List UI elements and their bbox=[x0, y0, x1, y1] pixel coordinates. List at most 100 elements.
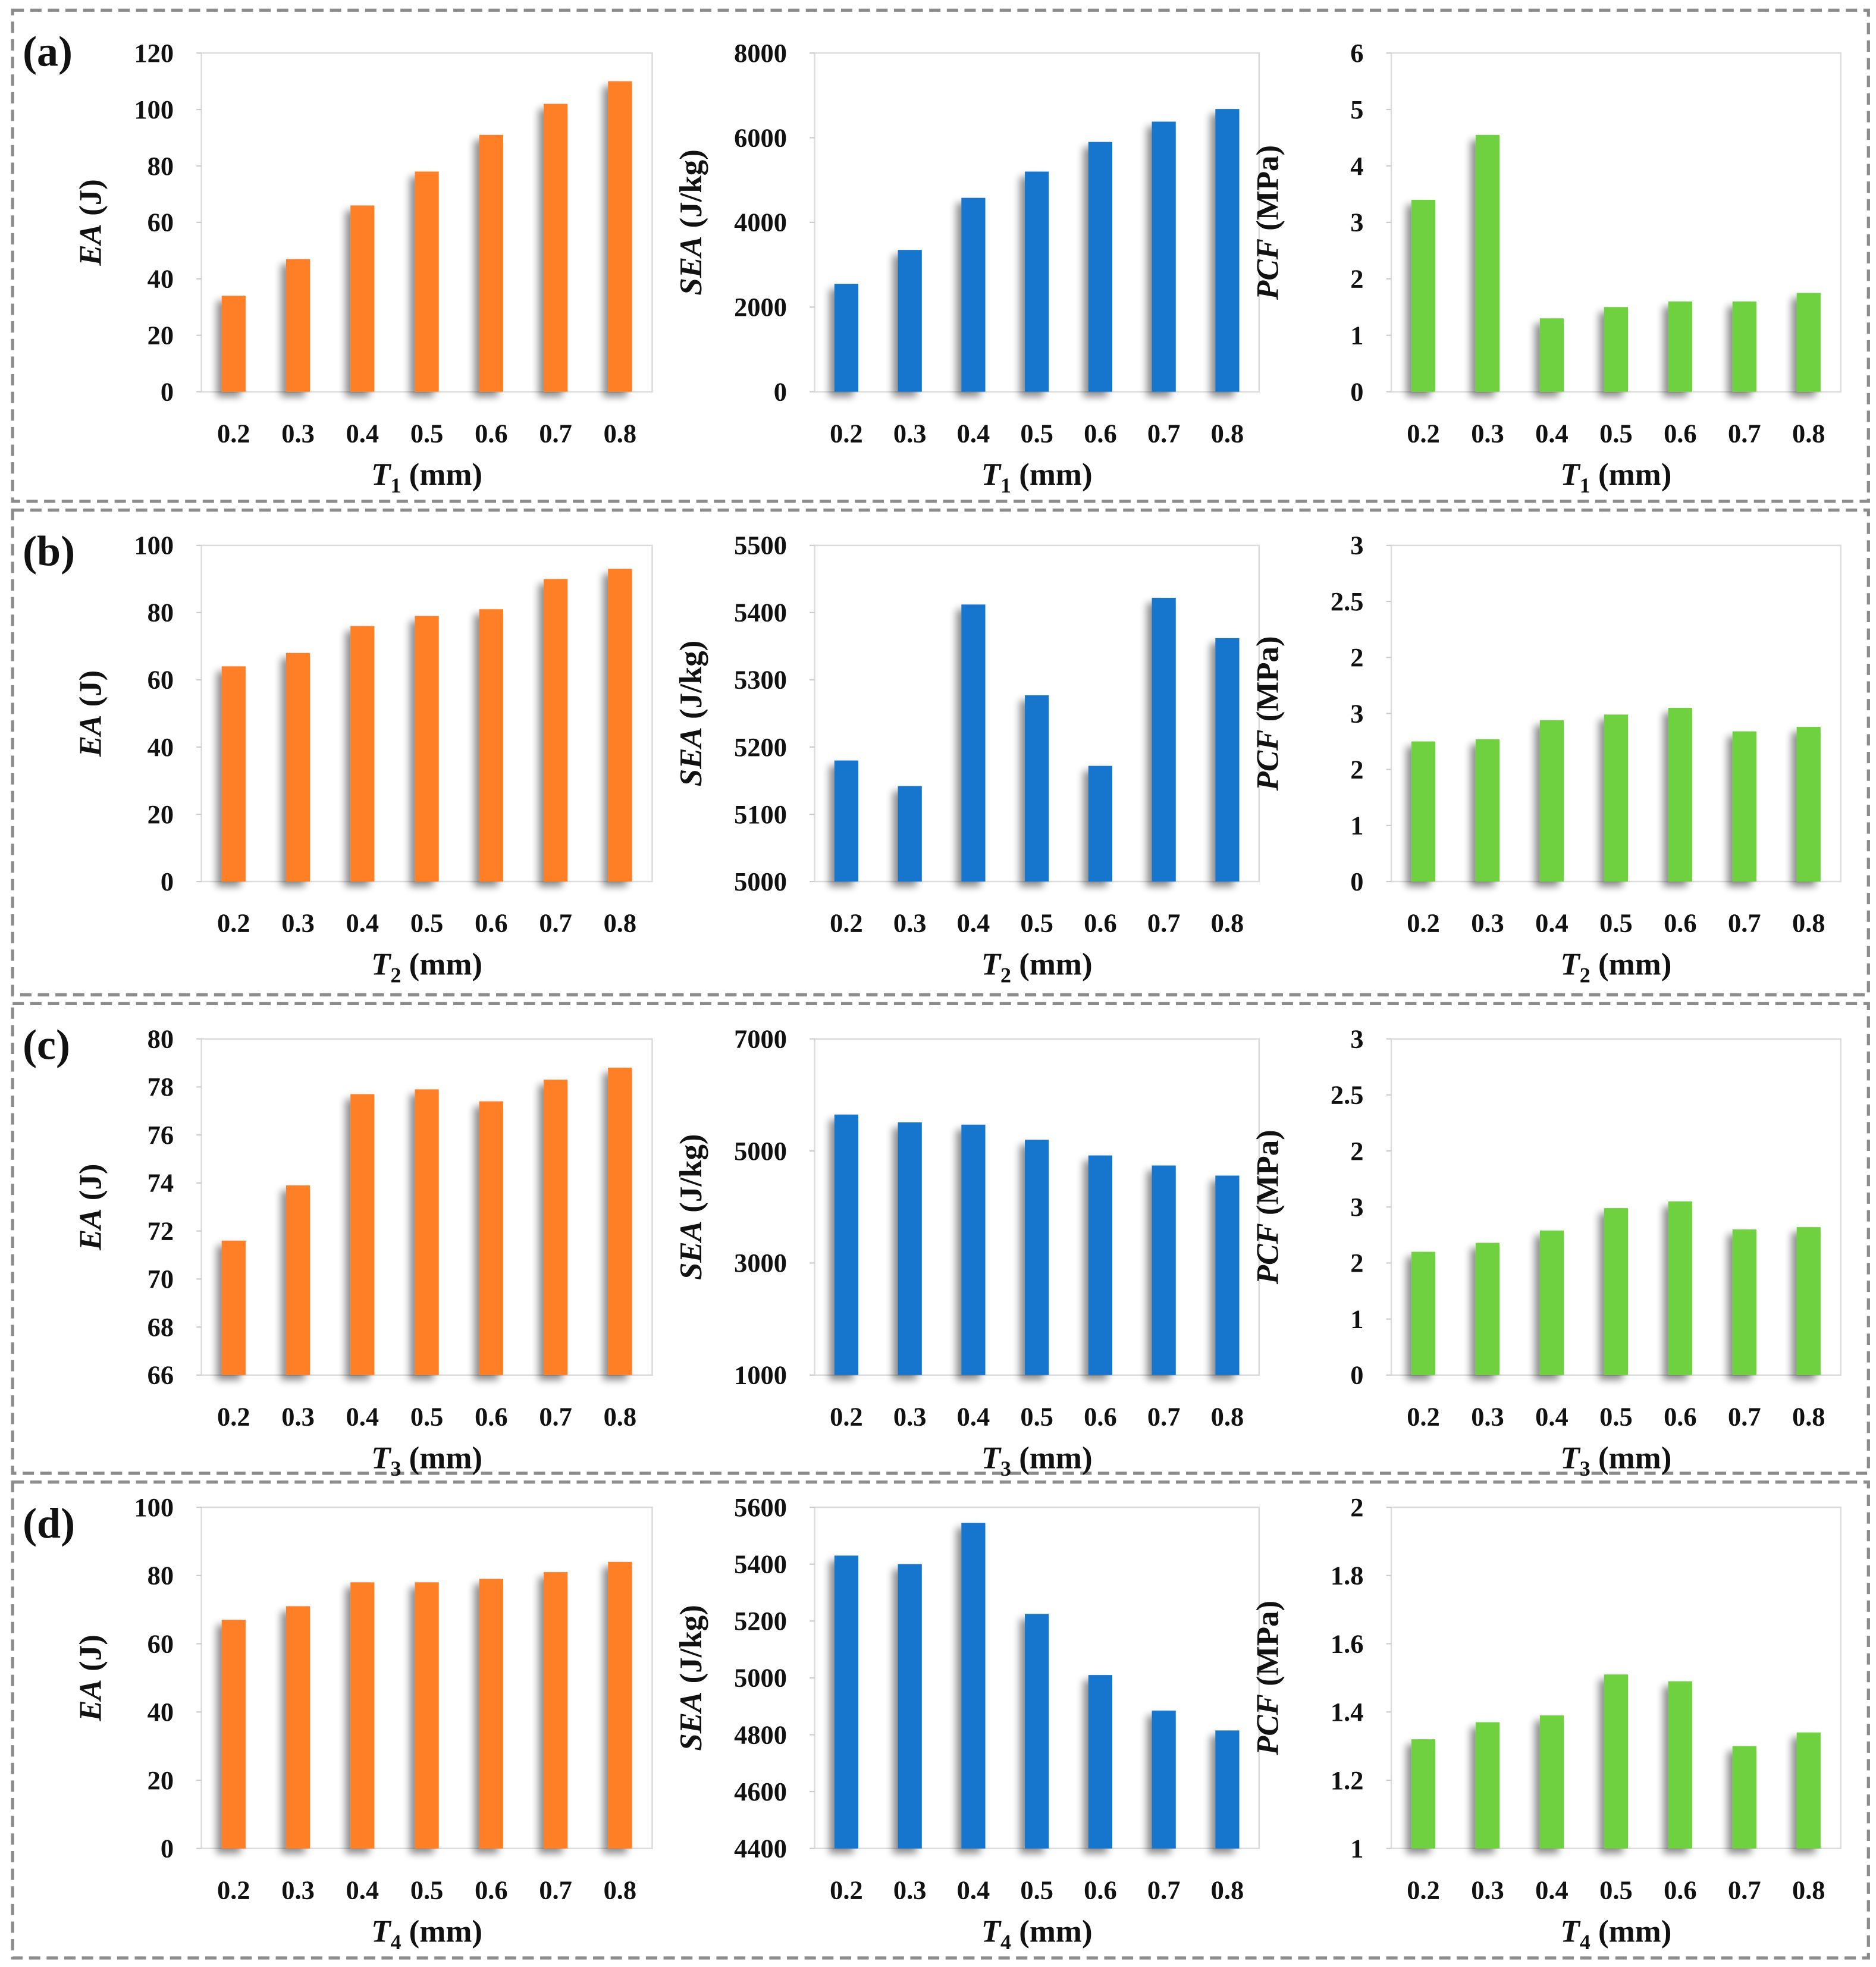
x-tick-label: 0.2 bbox=[830, 418, 863, 448]
bar-0.6 bbox=[1668, 1681, 1692, 1849]
y-tick-label: 1 bbox=[1350, 1834, 1363, 1864]
x-tick-label: 0.3 bbox=[281, 418, 315, 448]
x-tick-label: 0.4 bbox=[1535, 908, 1568, 938]
x-tick-label: 0.8 bbox=[604, 908, 637, 938]
x-axis-subscript: 1 bbox=[1000, 473, 1011, 497]
bar-0.2 bbox=[1411, 1251, 1436, 1375]
bar-0.2 bbox=[221, 1240, 246, 1375]
bar-0.2 bbox=[834, 284, 859, 392]
y-tick-label: 20 bbox=[148, 1765, 174, 1795]
y-tick-label: 5 bbox=[1350, 95, 1363, 124]
bar-0.8 bbox=[1796, 1732, 1821, 1849]
bar-0.8 bbox=[1796, 293, 1821, 392]
x-axis-subscript: 1 bbox=[1580, 473, 1590, 497]
x-tick-label: 0.5 bbox=[1599, 1875, 1633, 1905]
bar-0.5 bbox=[1025, 1140, 1049, 1375]
x-tick-label: 0.7 bbox=[1728, 1875, 1761, 1905]
bar-0.6 bbox=[1088, 766, 1113, 882]
bar-0.4 bbox=[961, 197, 986, 392]
y-tick-label: 78 bbox=[148, 1072, 174, 1102]
x-tick-label: 0.4 bbox=[1535, 1875, 1568, 1905]
y-axis-var: SEA bbox=[674, 727, 708, 786]
x-axis-subscript: 4 bbox=[390, 1930, 401, 1954]
y-axis-unit: (J) bbox=[73, 179, 108, 224]
y-tick-label: 100 bbox=[134, 95, 174, 124]
x-tick-label: 0.3 bbox=[1471, 418, 1504, 448]
x-tick-label: 0.2 bbox=[830, 1401, 863, 1431]
bar-0.5 bbox=[415, 1089, 439, 1375]
y-tick-label: 3000 bbox=[734, 1248, 787, 1278]
x-axis-label: T4 (mm) bbox=[371, 1914, 482, 1954]
y-tick-label: 4800 bbox=[734, 1720, 787, 1749]
x-axis-var: T bbox=[371, 1441, 392, 1475]
bar-0.6 bbox=[479, 1101, 503, 1375]
x-tick-label: 0.6 bbox=[1664, 908, 1697, 938]
panel-letter: (a) bbox=[23, 27, 73, 75]
y-axis-unit: (MPa) bbox=[1251, 636, 1285, 729]
y-tick-label: 3 bbox=[1350, 1024, 1363, 1053]
x-tick-label: 0.4 bbox=[957, 908, 990, 938]
x-tick-label: 0.2 bbox=[830, 908, 863, 938]
y-tick-label: 5400 bbox=[734, 1549, 787, 1579]
y-tick-label: 2 bbox=[1350, 754, 1363, 784]
row-panel-c: (c) bbox=[11, 1002, 1870, 1475]
row-panel-d: (d) bbox=[11, 1480, 1870, 1960]
y-tick-label: 1 bbox=[1350, 1304, 1363, 1334]
x-axis-subscript: 1 bbox=[390, 473, 401, 497]
y-tick-label: 2 bbox=[1350, 1492, 1363, 1522]
bar-0.3 bbox=[286, 652, 310, 882]
x-tick-label: 0.5 bbox=[1020, 1875, 1053, 1905]
x-tick-label: 0.5 bbox=[410, 1875, 444, 1905]
x-tick-label: 0.4 bbox=[346, 1875, 379, 1905]
chart-b-ea: 0 20 40 60 80 100 0.2 0.3 0.4 0.5 0.6 0.7 0.8 T2 (mm)… bbox=[73, 531, 653, 987]
y-tick-label: 5600 bbox=[734, 1492, 787, 1522]
bar-0.2 bbox=[1411, 1739, 1436, 1849]
bar-0.3 bbox=[1475, 134, 1500, 392]
y-tick-label: 0 bbox=[774, 377, 787, 406]
bar-0.5 bbox=[415, 1582, 439, 1849]
y-tick-label: 5400 bbox=[734, 598, 787, 628]
x-tick-label: 0.8 bbox=[1792, 908, 1825, 938]
x-tick-label: 0.4 bbox=[957, 418, 990, 448]
y-tick-label: 20 bbox=[148, 321, 174, 350]
panel-letter: (c) bbox=[23, 1021, 70, 1069]
bar-0.5 bbox=[1604, 714, 1628, 882]
x-tick-label: 0.2 bbox=[217, 908, 250, 938]
x-tick-label: 0.6 bbox=[1664, 418, 1697, 448]
bar-0.8 bbox=[608, 1068, 632, 1375]
y-tick-label: 40 bbox=[148, 1697, 174, 1727]
y-tick-label: 72 bbox=[148, 1216, 174, 1246]
x-axis-subscript: 3 bbox=[1580, 1457, 1590, 1480]
y-tick-label: 40 bbox=[148, 732, 174, 762]
x-axis-label: T4 (mm) bbox=[1560, 1914, 1671, 1954]
y-axis-var: EA bbox=[73, 1679, 108, 1722]
x-axis-subscript: 2 bbox=[390, 963, 401, 987]
x-tick-label: 0.7 bbox=[1728, 1401, 1761, 1431]
x-tick-label: 0.5 bbox=[1020, 908, 1053, 938]
x-tick-label: 0.5 bbox=[1599, 418, 1633, 448]
bar-0.7 bbox=[543, 1572, 568, 1849]
row-panel-a: (a) bbox=[11, 8, 1870, 503]
x-tick-label: 0.6 bbox=[1084, 1875, 1117, 1905]
y-tick-label: 5500 bbox=[734, 531, 787, 560]
x-axis-subscript: 4 bbox=[1000, 1930, 1011, 1954]
x-tick-label: 0.5 bbox=[1020, 1401, 1053, 1431]
bar-0.8 bbox=[608, 569, 632, 882]
x-axis-unit: (mm) bbox=[1590, 457, 1672, 492]
chart-c-sea: 1000 3000 5000 7000 0.2 0.3 0.4 0.5 0.6 0.7 0.8 T3 … bbox=[674, 1024, 1260, 1480]
bar-0.8 bbox=[608, 81, 632, 392]
y-tick-label: 2.5 bbox=[1331, 1080, 1364, 1110]
chart-c-ea: 66 68 70 72 74 76 78 80 0.2 0.3 0.4 0.5 0.6 0.7 0.8 T3 … bbox=[73, 1024, 653, 1480]
y-tick-label: 3 bbox=[1350, 698, 1363, 728]
bar-0.6 bbox=[479, 609, 503, 882]
bar-0.3 bbox=[286, 1606, 310, 1849]
y-axis-unit: (MPa) bbox=[1251, 1130, 1285, 1223]
x-tick-label: 0.8 bbox=[604, 1401, 637, 1431]
y-tick-label: 5300 bbox=[734, 665, 787, 695]
x-tick-label: 0.5 bbox=[1020, 418, 1053, 448]
bar-0.8 bbox=[1215, 638, 1240, 882]
y-tick-label: 2 bbox=[1350, 642, 1363, 672]
y-axis-unit: (J/kg) bbox=[674, 1605, 708, 1691]
chart-a-sea: 0 2000 4000 6000 8000 0.2 0.3 0.4 0.5 0.6 0.7 0.8 T1… bbox=[674, 38, 1260, 497]
